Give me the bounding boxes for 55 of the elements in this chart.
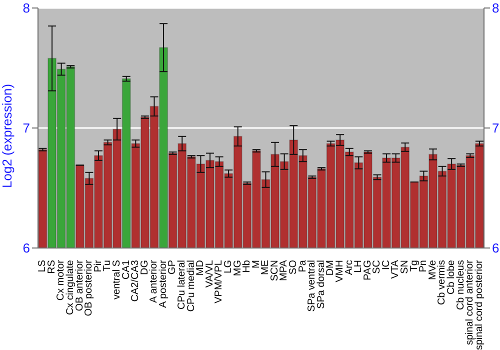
x-tick-label: A anterior	[148, 259, 160, 303]
x-tick-label: SO	[288, 260, 300, 274]
x-tick-label: PAG	[362, 260, 374, 280]
y2-tick-label: 8	[492, 0, 500, 16]
x-tick-label: Cb lobe	[446, 260, 457, 294]
y-axis-title: Log2 (expression)	[0, 84, 15, 188]
x-tick-label: RS	[46, 260, 58, 274]
x-tick-label: SPa dorsal	[316, 260, 327, 309]
x-tick-label: ME	[260, 260, 272, 275]
x-tick-label: Cb vermis	[436, 260, 448, 306]
x-tick-label: MVe	[427, 260, 438, 280]
x-tick-label: CPu medial	[186, 260, 197, 312]
y2-tick-label: 7	[492, 120, 500, 136]
x-tick-label: A posterior	[158, 259, 169, 308]
x-tick-label: M	[250, 260, 262, 268]
x-tick-label: DG	[139, 260, 150, 275]
x-tick-label: Arc	[344, 260, 355, 275]
x-tick-label: spinal cord posterior	[474, 259, 485, 350]
x-tick-label: OB anterior	[74, 259, 86, 312]
x-tick-label: SCN	[269, 260, 280, 282]
x-tick-label: OB posterior	[84, 259, 95, 316]
x-tick-label: SN	[400, 260, 411, 274]
x-tick-label: MD	[195, 260, 206, 276]
x-tick-label: CA2/CA3	[130, 260, 142, 302]
x-tick-label: Cb nucleus	[455, 260, 466, 310]
x-tick-label: GP	[167, 260, 178, 274]
x-tick-label: spinal cord anterior	[464, 259, 476, 346]
x-tick-label: Tu	[102, 260, 114, 272]
x-tick-label: SC	[372, 260, 383, 274]
x-tick-label: CA1	[120, 260, 132, 280]
x-tick-label: SPa ventral	[306, 260, 318, 312]
x-tick-label: Pir	[92, 259, 104, 272]
x-tick-label: VA/VL	[204, 260, 216, 288]
x-tick-label: LH	[353, 260, 364, 273]
x-tick-label: MG	[232, 260, 244, 276]
x-tick-label: VPM/VPL	[214, 260, 225, 304]
x-tick-label: Pa	[297, 260, 308, 272]
x-tick-label: Tg	[408, 260, 420, 272]
y2-tick-label: 6	[492, 240, 500, 256]
x-tick-label: VMH	[334, 260, 346, 282]
x-tick-label: Pn	[418, 260, 430, 272]
x-tick-label: Cx motor	[56, 259, 67, 301]
x-tick-label: ventral S	[111, 260, 122, 300]
y-tick-label: 7	[22, 120, 30, 136]
x-tick-label: IC	[380, 260, 392, 270]
x-tick-label: Cx cingulate	[65, 260, 76, 316]
x-tick-label: CPu lateral	[176, 260, 188, 310]
y-tick-label: 8	[22, 0, 30, 16]
x-tick-label: LS	[37, 260, 48, 272]
x-tick-label: MPA	[278, 260, 290, 281]
x-tick-label: DM	[325, 260, 336, 276]
x-tick-label: Hb	[242, 260, 253, 273]
x-tick-label: VTA	[390, 260, 402, 279]
y-tick-label: 6	[22, 240, 30, 256]
x-tick-label: LG	[222, 260, 234, 274]
